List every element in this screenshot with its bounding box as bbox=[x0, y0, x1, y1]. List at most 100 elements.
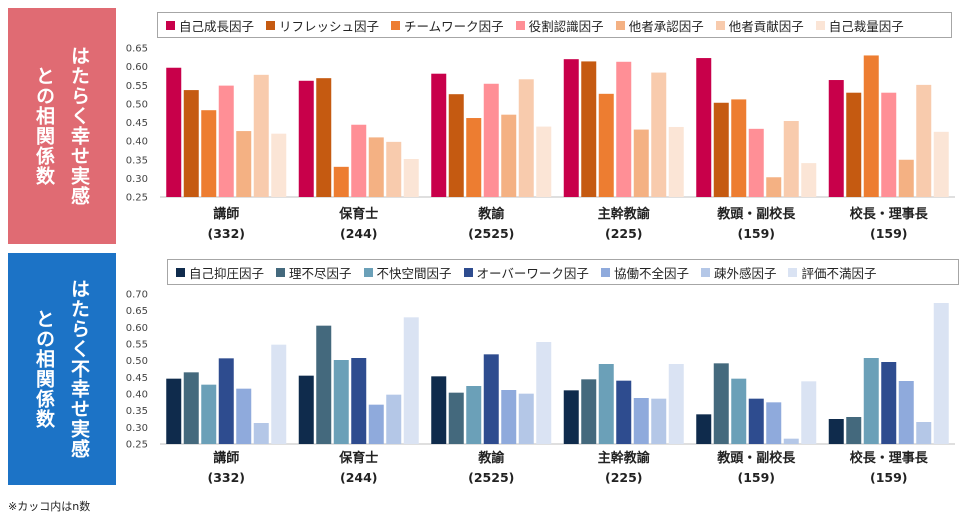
y-tick-label: 0.40 bbox=[126, 137, 148, 148]
bar bbox=[368, 137, 384, 197]
bar bbox=[298, 80, 314, 197]
bar bbox=[218, 85, 234, 197]
bar bbox=[713, 363, 729, 444]
x-category-sample-size: (225) bbox=[605, 226, 643, 241]
bar bbox=[616, 380, 632, 444]
bar bbox=[183, 372, 199, 444]
legend-label: 協働不全因子 bbox=[613, 265, 689, 281]
bar bbox=[651, 72, 667, 197]
bar bbox=[236, 131, 252, 197]
y-tick-label: 0.30 bbox=[126, 174, 148, 185]
bar bbox=[403, 317, 419, 444]
bar bbox=[271, 133, 287, 197]
bar bbox=[668, 126, 684, 197]
bar bbox=[898, 159, 914, 197]
bar bbox=[598, 364, 614, 444]
y-tick-label: 0.55 bbox=[126, 340, 148, 351]
bar bbox=[696, 414, 712, 444]
legend-swatch bbox=[615, 20, 625, 30]
bar bbox=[483, 83, 499, 197]
y-tick-label: 0.65 bbox=[126, 44, 148, 55]
x-category-label: 校長・理事長 bbox=[850, 206, 929, 222]
bar bbox=[386, 141, 402, 197]
x-category-sample-size: (159) bbox=[737, 226, 775, 241]
bar bbox=[696, 58, 712, 198]
legend-item: 自己成長因子 bbox=[166, 16, 254, 35]
bar bbox=[483, 354, 499, 444]
legend-swatch bbox=[515, 20, 525, 30]
x-category-sample-size: (159) bbox=[737, 470, 775, 485]
x-category-sample-size: (159) bbox=[870, 226, 908, 241]
bar bbox=[501, 390, 517, 444]
bar bbox=[881, 362, 897, 444]
bar bbox=[518, 393, 534, 444]
bar bbox=[253, 423, 269, 444]
unhappy-correlation-chart: 0.70 0.65 0.60 0.55 0.50 0.45 0.40 0.35 0.30 0.25… bbox=[126, 290, 955, 485]
bar bbox=[431, 73, 447, 197]
legend-label: リフレッシュ因子 bbox=[279, 18, 380, 34]
unhappy-label-line-2: との相関係数 bbox=[33, 309, 55, 429]
unhappy-correlation-label: はたらく不幸せ実感 との相関係数 bbox=[8, 253, 116, 485]
bar bbox=[563, 59, 579, 197]
bar bbox=[333, 360, 349, 444]
bar bbox=[898, 381, 914, 444]
legend-swatch bbox=[463, 267, 473, 277]
y-tick-label: 0.50 bbox=[126, 99, 148, 110]
sample-size-note: ※カッコ内はn数 bbox=[8, 500, 91, 513]
bar bbox=[766, 402, 782, 444]
y-tick-label: 0.60 bbox=[126, 62, 148, 73]
legend-swatch bbox=[363, 267, 373, 277]
bar bbox=[863, 358, 879, 444]
x-category-sample-size: (159) bbox=[870, 470, 908, 485]
bar bbox=[616, 61, 632, 197]
bar bbox=[766, 177, 782, 197]
bar bbox=[466, 118, 482, 197]
bar bbox=[201, 110, 217, 197]
bar bbox=[333, 166, 349, 197]
bar bbox=[933, 131, 949, 197]
legend-label: チームワーク因子 bbox=[404, 18, 504, 34]
bar bbox=[881, 92, 897, 197]
bar bbox=[633, 398, 649, 444]
bar bbox=[448, 392, 464, 444]
bar bbox=[316, 325, 332, 444]
bar bbox=[403, 159, 419, 197]
legend-item: 不快空間因子 bbox=[363, 263, 452, 282]
legend-label: 理不尽因子 bbox=[289, 265, 352, 281]
legend-swatch bbox=[166, 20, 175, 30]
legend-label: 不快空間因子 bbox=[376, 265, 452, 281]
legend-item: 協働不全因子 bbox=[600, 263, 689, 282]
legend-swatch bbox=[176, 267, 185, 277]
bar bbox=[916, 422, 932, 444]
legend-label: 自己裁量因子 bbox=[828, 18, 904, 34]
x-category-sample-size: (244) bbox=[340, 226, 378, 241]
unhappy-label-line-1: はたらく不幸せ実感 bbox=[68, 279, 90, 459]
legend-label: 他者承認因子 bbox=[628, 18, 704, 34]
bar bbox=[581, 379, 597, 444]
y-tick-label: 0.25 bbox=[126, 440, 148, 451]
x-category-label: 主幹教諭 bbox=[598, 450, 651, 466]
x-category-label: 講師 bbox=[213, 206, 239, 222]
legend-swatch bbox=[788, 267, 798, 277]
unhappy-chart-legend: 自己抑圧因子 理不尽因子 不快空間因子 オーバーワーク因子 協働不全因子 疎外感因子 評価不… bbox=[167, 259, 959, 285]
bar bbox=[518, 79, 534, 197]
legend-item: 自己抑圧因子 bbox=[176, 263, 264, 282]
bar bbox=[846, 417, 862, 444]
legend-item: 他者承認因子 bbox=[615, 16, 704, 35]
bar bbox=[166, 67, 182, 198]
legend-swatch bbox=[600, 267, 610, 277]
bar bbox=[828, 419, 844, 444]
y-tick-label: 0.70 bbox=[126, 290, 148, 301]
happy-label-line-1: はたらく幸せ実感 bbox=[68, 46, 90, 206]
bar bbox=[166, 378, 182, 444]
bar bbox=[298, 375, 314, 444]
bar bbox=[828, 80, 844, 197]
legend-label: 自己成長因子 bbox=[179, 18, 255, 34]
bar bbox=[253, 74, 269, 197]
bar bbox=[651, 398, 667, 444]
bar bbox=[731, 378, 747, 444]
y-tick-label: 0.50 bbox=[126, 356, 148, 367]
legend-label: 役割認識因子 bbox=[528, 18, 604, 34]
bar bbox=[801, 163, 817, 197]
